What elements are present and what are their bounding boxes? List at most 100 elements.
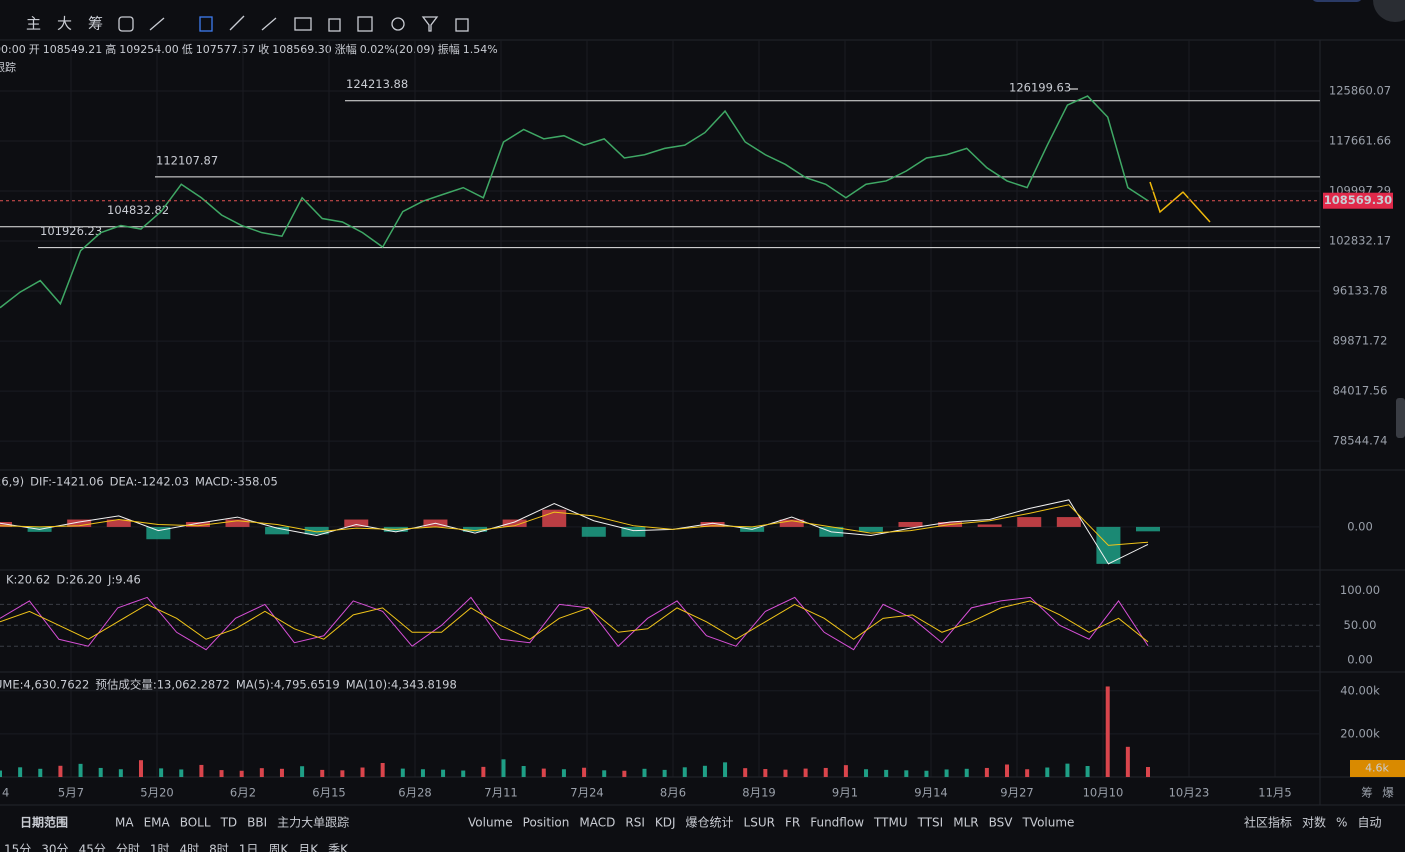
intervals[interactable]: 周K [268,843,289,852]
volume-bar [904,770,909,777]
toolbar-item[interactable]: 大 [57,15,72,33]
x-tick-label: 8月6 [660,786,686,800]
sub-indicators[interactable]: 爆仓统计 [686,816,734,830]
volume-bar [924,770,929,777]
sub-indicators[interactable]: LSUR [744,816,775,830]
sub-indicators[interactable]: TVolume [1021,816,1074,830]
macd-bar [463,526,488,532]
volume-bar [561,769,566,777]
ohlc-value: 108549.21 [43,43,103,56]
price-line [0,95,1149,309]
macd-bar [225,519,250,527]
volume-bar [763,769,768,777]
x-tick-label: 6月28 [398,786,431,800]
macd-bar [621,526,646,537]
intervals[interactable]: 1时 [150,843,170,852]
ohlc-value: 109254.00 [119,43,179,56]
volume-bar [843,765,848,777]
sub-indicators[interactable]: Volume [468,816,513,830]
sub-indicators[interactable]: Fundflow [810,816,864,830]
volume-bar [1105,686,1110,777]
sub-indicators[interactable]: MLR [953,816,978,830]
right[interactable]: 自动 [1357,816,1381,830]
macd-bar [344,519,369,527]
volume-bar [823,767,828,777]
intervals[interactable]: 季K [328,843,349,852]
volume-bar [380,762,385,777]
volume-header: UME:4,630.7622 [0,678,89,692]
main-indicators[interactable]: EMA [144,816,171,830]
intervals[interactable]: 月K [298,843,319,852]
volume-bar [0,770,2,777]
toolbar-item[interactable]: 筹 [88,15,103,33]
subtitle: 跟踪 [0,60,16,74]
avatar[interactable] [1373,0,1405,22]
intervals[interactable]: 8时 [209,843,229,852]
volume-bar [642,768,647,777]
top-badge[interactable] [1312,0,1362,2]
x-tick-label: 9月14 [914,786,947,800]
volume-bar [239,770,244,777]
y-tick-label: 78544.74 [1333,434,1388,448]
volume-bar [622,770,627,777]
x-right-label: 爆 [1382,786,1394,800]
ohlc-value: 107577.57 [196,43,256,56]
volume-bar [1065,763,1070,777]
intervals[interactable]: 30分 [41,843,68,852]
sub-indicators[interactable]: Position [523,816,570,830]
volume-bar [682,767,687,777]
main-indicators[interactable]: 主力大单跟踪 [277,816,349,830]
volume-bar [300,766,305,777]
x-tick-label: 10月23 [1169,786,1210,800]
intervals[interactable]: 分时 [116,843,140,852]
intervals[interactable]: 4时 [180,843,200,852]
toolbar-icons[interactable] [118,15,469,32]
volume-bar [1085,766,1090,777]
volume-bar [602,770,607,777]
main-indicators[interactable]: BOLL [180,816,211,830]
right[interactable]: 对数 [1302,815,1326,830]
volume-bar [803,768,808,777]
volume-bar [400,768,405,777]
volume-bar [662,769,667,777]
sub-indicators[interactable]: KDJ [655,816,676,830]
ohlc-label: 低 [182,43,193,56]
main-indicators[interactable]: TD [220,816,238,830]
macd-bar [581,526,606,537]
macd-bar [1056,517,1081,527]
volume-bar [320,769,325,777]
ohlc-value: 1.54% [463,43,498,56]
intervals[interactable]: 15分 [4,843,31,852]
side-handle[interactable] [1396,398,1405,438]
macd-bar [1017,517,1042,527]
macd-bar [265,526,290,535]
macd-bar [977,524,1002,527]
ohlc-value: 0.02%(20.09) [360,43,435,56]
y-tick-label: 84017.56 [1333,384,1388,398]
macd-header: DIF:-1421.06 [30,475,104,489]
intervals[interactable]: 1日 [239,843,259,852]
sub-indicators[interactable]: FR [785,816,800,830]
sub-indicators[interactable]: BSV [989,816,1014,830]
range-label[interactable]: 日期范围 [20,815,68,830]
right[interactable]: 社区指标 [1244,815,1292,830]
main-indicators[interactable]: BBI [247,816,267,830]
x-tick-label: 5月7 [58,786,84,800]
intervals[interactable]: 45分 [79,843,106,852]
volume-last-label: 4.6k [1365,762,1389,775]
sub-indicators[interactable]: TTMU [873,816,908,830]
main-indicators[interactable]: MA [115,816,134,830]
x-tick-label: 7月11 [484,786,517,800]
sub-indicators[interactable]: RSI [625,816,645,830]
sub-indicators[interactable]: TTSI [917,816,944,830]
sub-indicators[interactable]: MACD [579,816,615,830]
y-tick-label: 40.00k [1340,683,1380,697]
right[interactable]: % [1336,816,1347,830]
volume-bar [259,768,264,777]
volume-bar [441,769,446,777]
volume-bar [38,768,43,777]
volume-bar [1005,764,1010,777]
toolbar-item[interactable]: 主 [26,15,41,33]
volume-bar [582,767,587,777]
